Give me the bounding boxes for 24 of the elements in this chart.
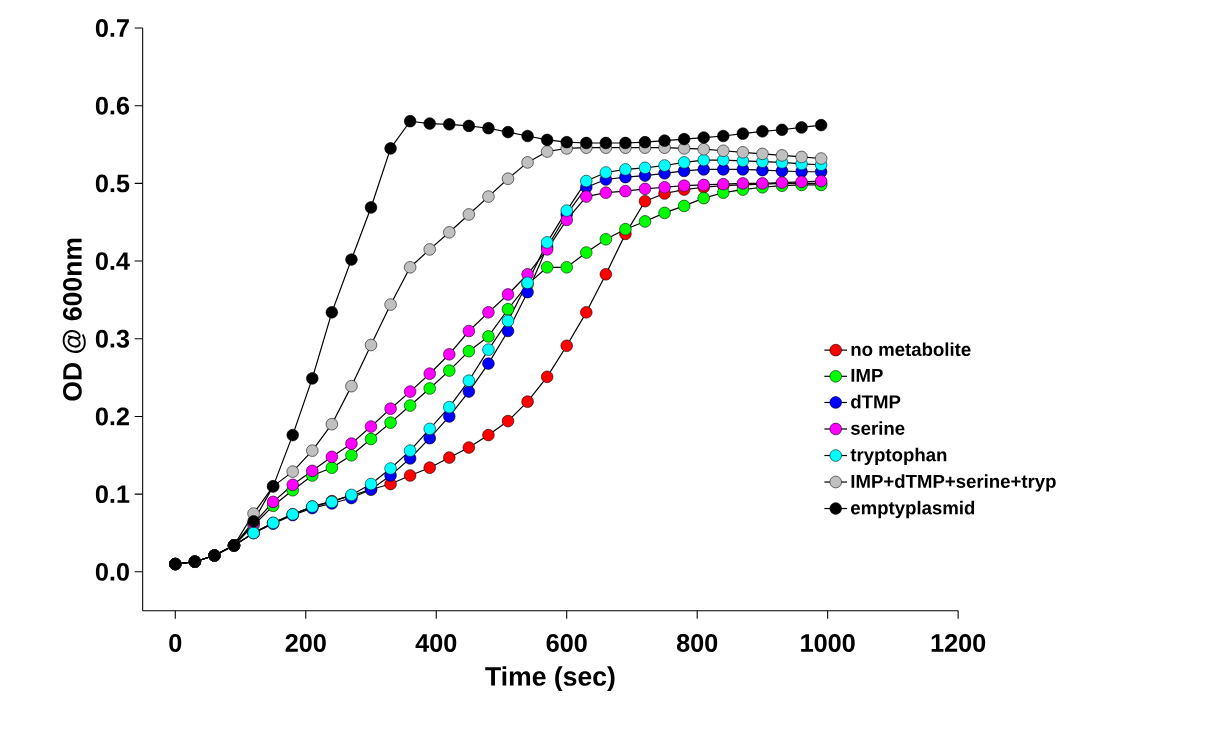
x-tick-label: 600 (546, 634, 587, 652)
y-axis-title: OD @ 600nm (62, 238, 86, 401)
legend-label: serine (850, 421, 905, 435)
y-tick-label: 0.2 (95, 407, 129, 426)
y-tick-label: 0.4 (95, 252, 130, 271)
y-tick-label: 0.1 (95, 485, 130, 504)
x-tick-label: 400 (415, 634, 457, 652)
y-tick-label: 0.6 (95, 96, 130, 115)
legend-label: tryptophan (850, 447, 947, 466)
y-tick-label: 0.7 (95, 19, 129, 37)
y-tick-label: 0.0 (95, 562, 129, 581)
x-axis-title: Time (sec) (485, 666, 615, 692)
legend-label: dTMP (851, 394, 901, 409)
x-tick-label: 1000 (801, 634, 855, 652)
legend-label: emptyplasmid (851, 500, 975, 519)
legend-label: IMP (851, 368, 883, 382)
x-tick-label: 800 (676, 634, 718, 652)
x-tick-label: 200 (285, 634, 326, 652)
legend-label: no metabolite (851, 342, 971, 357)
legend-label: IMP+dTMP+serine+tryp (851, 474, 1056, 492)
x-tick-label: 0 (169, 634, 182, 652)
y-tick-label: 0.3 (95, 329, 130, 348)
y-tick-label: 0.5 (95, 174, 130, 193)
x-tick-label: 1200 (931, 634, 986, 652)
